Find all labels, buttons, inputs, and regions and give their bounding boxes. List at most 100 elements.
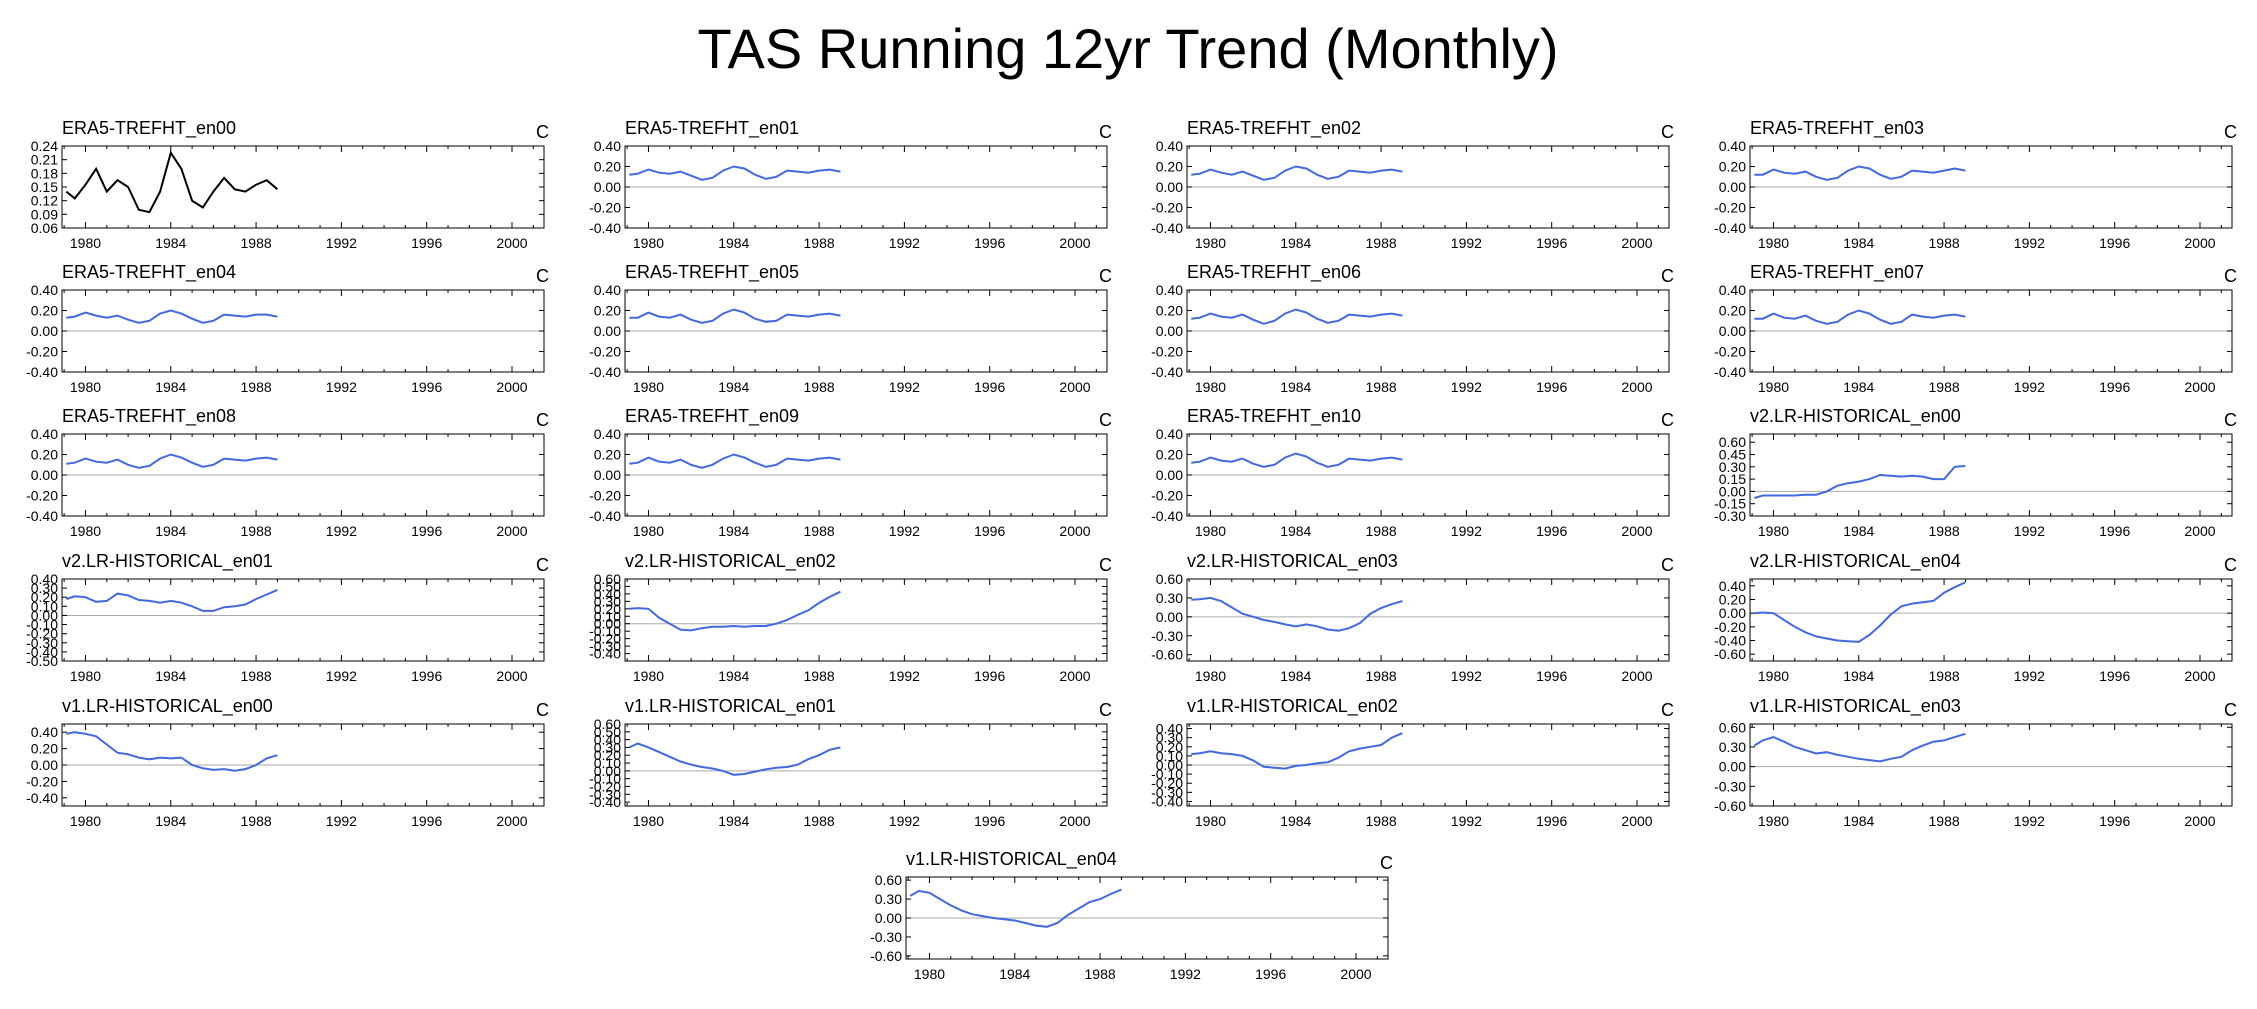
x-tick-label: 2000 — [1059, 235, 1090, 251]
x-tick-label: 2000 — [496, 813, 527, 829]
y-tick-label: 0.40 — [31, 282, 58, 298]
y-tick-label: 0.40 — [1156, 282, 1183, 298]
x-tick-label: 1980 — [633, 523, 664, 539]
y-tick-label: -0.40 — [26, 644, 58, 660]
x-tick-label: 1992 — [326, 668, 357, 684]
x-tick-label: 1992 — [1451, 379, 1482, 395]
panel-15: v2.LR-HISTORICAL_en04 C 1980 1984 1988 1992 19… — [1714, 551, 2237, 684]
x-tick-label: 1992 — [889, 235, 920, 251]
panel-title: ERA5-TREFHT_en01 — [625, 118, 799, 139]
panel-title: ERA5-TREFHT_en10 — [1187, 406, 1361, 427]
x-tick-label: 1996 — [974, 379, 1005, 395]
x-tick-label: 1984 — [155, 523, 186, 539]
y-tick-label: 0.00 — [31, 467, 58, 483]
panel-units: C — [2224, 700, 2237, 720]
x-tick-label: 1984 — [718, 235, 749, 251]
y-tick-label: -0.40 — [26, 790, 58, 806]
y-tick-label: -0.20 — [26, 626, 58, 642]
y-tick-label: -0.10 — [589, 623, 621, 639]
panel-title: ERA5-TREFHT_en06 — [1187, 262, 1361, 283]
panel-units: C — [1661, 555, 1674, 575]
x-tick-label: 1980 — [1195, 235, 1226, 251]
y-tick-label: 0.30 — [1156, 730, 1183, 746]
x-tick-label: 1992 — [1451, 235, 1482, 251]
y-tick-label: 0.40 — [1156, 426, 1183, 442]
panel-10: ERA5-TREFHT_en10 C 1980 1984 1988 1992 1996 200… — [1151, 406, 1674, 539]
y-tick-label: -0.20 — [1151, 200, 1183, 216]
y-tick-label: -0.30 — [589, 786, 621, 802]
y-tick-label: 0.00 — [594, 467, 621, 483]
panel-title: v2.LR-HISTORICAL_en00 — [1750, 406, 1961, 427]
y-tick-label: 0.00 — [1156, 179, 1183, 195]
plot-frame — [1749, 578, 2233, 662]
y-tick-label: 0.20 — [1156, 447, 1183, 463]
x-tick-label: 2000 — [2184, 379, 2215, 395]
series-line — [1191, 596, 1403, 632]
x-tick-label: 2000 — [2184, 235, 2215, 251]
x-tick-label: 1996 — [974, 668, 1005, 684]
panel-units: C — [1661, 266, 1674, 286]
x-tick-label: 1996 — [1536, 379, 1567, 395]
y-tick-label: 0.40 — [1156, 721, 1183, 737]
y-tick-label: -0.40 — [589, 364, 621, 380]
x-tick-label: 1988 — [1929, 668, 1960, 684]
y-tick-label: 0.00 — [1156, 757, 1183, 773]
panel-0: ERA5-TREFHT_en00 C 1980 1984 1988 1992 1996 200… — [31, 118, 549, 251]
y-tick-label: 0.30 — [31, 580, 58, 596]
y-tick-label: -0.30 — [589, 638, 621, 654]
x-tick-label: 1984 — [718, 523, 749, 539]
x-tick-label: 1984 — [1280, 523, 1311, 539]
series-line — [66, 731, 278, 772]
x-tick-label: 1988 — [241, 813, 272, 829]
panel-title: v1.LR-HISTORICAL_en03 — [1750, 696, 1961, 717]
x-tick-label: 1996 — [1536, 813, 1567, 829]
series-line — [629, 308, 841, 324]
x-tick-label: 1980 — [70, 379, 101, 395]
y-tick-label: 0.10 — [31, 598, 58, 614]
x-tick-label: 1984 — [718, 379, 749, 395]
series-line — [909, 888, 1122, 928]
x-tick-label: 1984 — [155, 379, 186, 395]
panel-title: ERA5-TREFHT_en02 — [1187, 118, 1361, 139]
y-tick-label: 0.00 — [875, 910, 902, 926]
y-tick-label: -0.20 — [26, 488, 58, 504]
y-tick-label: 0.10 — [1156, 748, 1183, 764]
x-tick-label: 1988 — [1085, 966, 1116, 982]
y-tick-label: -0.10 — [26, 617, 58, 633]
y-tick-label: 0.20 — [1719, 159, 1746, 175]
y-tick-label: 0.40 — [31, 571, 58, 587]
y-tick-label: 0.20 — [594, 159, 621, 175]
y-tick-label: -0.40 — [1714, 364, 1746, 380]
panel-title: v2.LR-HISTORICAL_en02 — [625, 551, 836, 572]
x-tick-label: 1992 — [889, 523, 920, 539]
y-tick-label: 0.30 — [1719, 459, 1746, 475]
y-tick-label: 0.20 — [31, 447, 58, 463]
y-tick-label: 0.20 — [1719, 592, 1746, 608]
series-line — [1754, 309, 1966, 325]
series-line — [629, 590, 841, 632]
series-line — [1191, 452, 1403, 468]
x-tick-label: 1996 — [411, 668, 442, 684]
y-tick-label: 0.40 — [31, 426, 58, 442]
x-tick-label: 1980 — [633, 379, 664, 395]
panel-20: v1.LR-HISTORICAL_en04 C 1980 1984 1988 1992 19… — [870, 849, 1393, 982]
x-tick-label: 1984 — [1843, 235, 1874, 251]
y-tick-label: -0.60 — [1714, 646, 1746, 662]
panel-units: C — [1380, 853, 1393, 873]
x-tick-label: 1992 — [2014, 813, 2045, 829]
panel-17: v1.LR-HISTORICAL_en01 C 1980 1984 1988 1992 19… — [589, 696, 1112, 829]
y-tick-label: 0.00 — [1719, 759, 1746, 775]
x-tick-label: 1988 — [804, 379, 835, 395]
x-tick-label: 1988 — [1929, 523, 1960, 539]
y-tick-label: 0.40 — [31, 724, 58, 740]
panel-title: v1.LR-HISTORICAL_en01 — [625, 696, 836, 717]
plot-frame — [624, 578, 1108, 662]
series-line — [628, 742, 841, 776]
y-tick-label: 0.50 — [594, 578, 621, 594]
y-tick-label: -0.20 — [1714, 619, 1746, 635]
panel-18: v1.LR-HISTORICAL_en02 C 1980 1984 1988 1992 19… — [1151, 696, 1674, 829]
x-tick-label: 2000 — [496, 379, 527, 395]
y-tick-label: 0.10 — [594, 608, 621, 624]
y-tick-label: 0.00 — [1156, 467, 1183, 483]
x-tick-label: 1980 — [633, 668, 664, 684]
